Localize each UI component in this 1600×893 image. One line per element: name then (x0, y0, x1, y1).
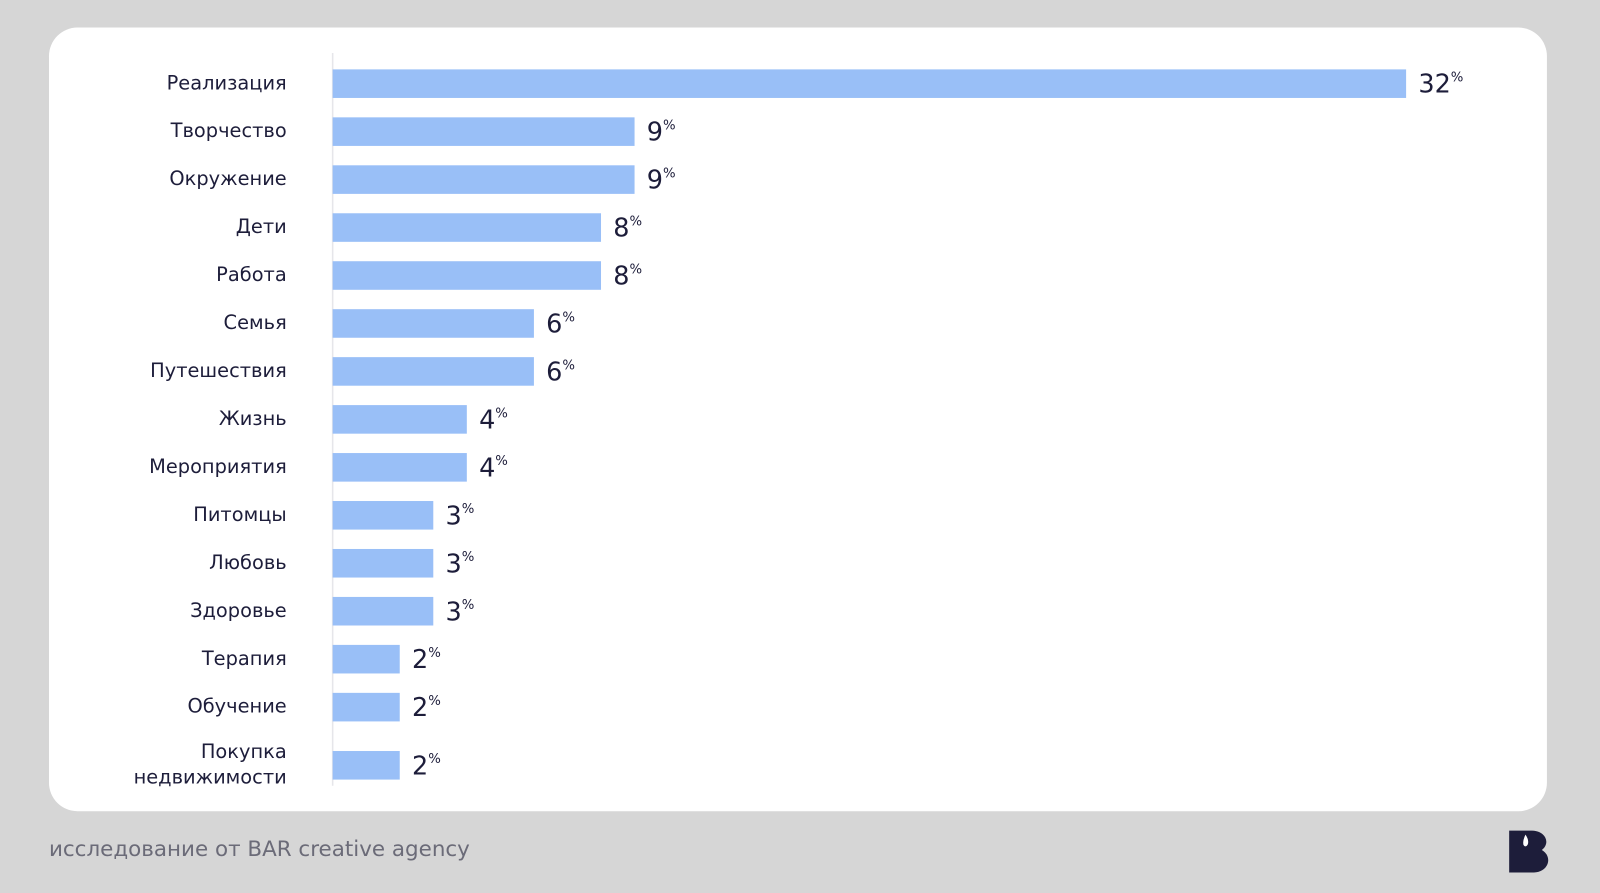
value-number: 3 (446, 501, 462, 531)
chart-card (48, 27, 1547, 812)
value-label: 9% (647, 166, 676, 196)
logo-drop (1523, 834, 1529, 847)
category-label: Окружение (169, 167, 287, 191)
category-label: Дети (235, 215, 287, 239)
value-label: 2% (412, 693, 441, 723)
value-label: 6% (546, 357, 575, 387)
value-number: 8 (613, 214, 629, 244)
category-label: Жизнь (218, 407, 287, 431)
value-label: 2% (412, 751, 441, 781)
value-unit: % (495, 406, 508, 421)
value-number: 3 (446, 549, 462, 579)
value-unit: % (629, 262, 642, 277)
source-note: исследование от BAR creative agency (48, 836, 470, 862)
bar (332, 117, 635, 146)
value-label: 3% (446, 549, 475, 579)
bar (332, 261, 602, 290)
bar (332, 309, 534, 338)
value-number: 2 (412, 645, 428, 675)
value-unit: % (1451, 71, 1464, 86)
category-label: Путешествия (150, 359, 287, 383)
category-label: Работа (216, 263, 287, 287)
value-unit: % (428, 694, 441, 709)
value-unit: % (562, 310, 575, 325)
value-label: 3% (446, 501, 475, 531)
bar (332, 501, 434, 530)
bar (332, 692, 400, 722)
logo (1509, 830, 1549, 873)
category-label: Любовь (209, 551, 287, 574)
value-label: 8% (613, 214, 642, 244)
bar (332, 357, 534, 386)
value-number: 6 (546, 310, 562, 340)
bar (332, 405, 467, 434)
value-label: 2% (412, 645, 441, 675)
value-unit: % (663, 166, 676, 181)
value-number: 2 (412, 693, 428, 723)
category-label: Семья (223, 311, 287, 335)
category-label: Терапия (201, 647, 287, 670)
value-unit: % (428, 752, 441, 767)
category-label: Питомцы (193, 503, 287, 527)
bar (332, 213, 602, 242)
value-label: 4% (479, 405, 508, 435)
value-number: 4 (479, 453, 495, 483)
value-number: 2 (412, 751, 428, 781)
bar (332, 165, 635, 194)
value-number: 3 (446, 597, 462, 627)
category-label: Реализация (166, 71, 287, 95)
bar (332, 644, 400, 674)
bar (332, 453, 467, 482)
value-number: 6 (546, 357, 562, 387)
value-label: 4% (479, 453, 508, 483)
bar (332, 596, 434, 626)
value-unit: % (462, 550, 475, 565)
category-label: Мероприятия (149, 455, 287, 479)
value-label: 9% (647, 118, 676, 148)
bar (332, 69, 1407, 98)
value-unit: % (462, 598, 475, 613)
category-label: Творчество (170, 119, 287, 143)
bar (332, 548, 434, 578)
value-number: 4 (479, 405, 495, 435)
value-number: 9 (647, 118, 663, 148)
value-label: 8% (613, 262, 642, 292)
value-label: 6% (546, 310, 575, 340)
logo-shape (1509, 830, 1549, 873)
category-label: Покупка недвижимости (133, 740, 287, 789)
value-label: 32% (1418, 70, 1463, 100)
value-unit: % (562, 358, 575, 373)
value-unit: % (663, 119, 676, 134)
value-unit: % (629, 214, 642, 229)
value-unit: % (462, 502, 475, 517)
value-unit: % (428, 646, 441, 661)
category-label: Здоровье (190, 599, 287, 622)
value-number: 32 (1418, 70, 1450, 100)
value-number: 9 (647, 166, 663, 196)
value-number: 8 (613, 262, 629, 292)
value-label: 3% (446, 597, 475, 627)
value-unit: % (495, 454, 508, 469)
bar (332, 751, 400, 780)
category-label: Обучение (187, 695, 287, 718)
